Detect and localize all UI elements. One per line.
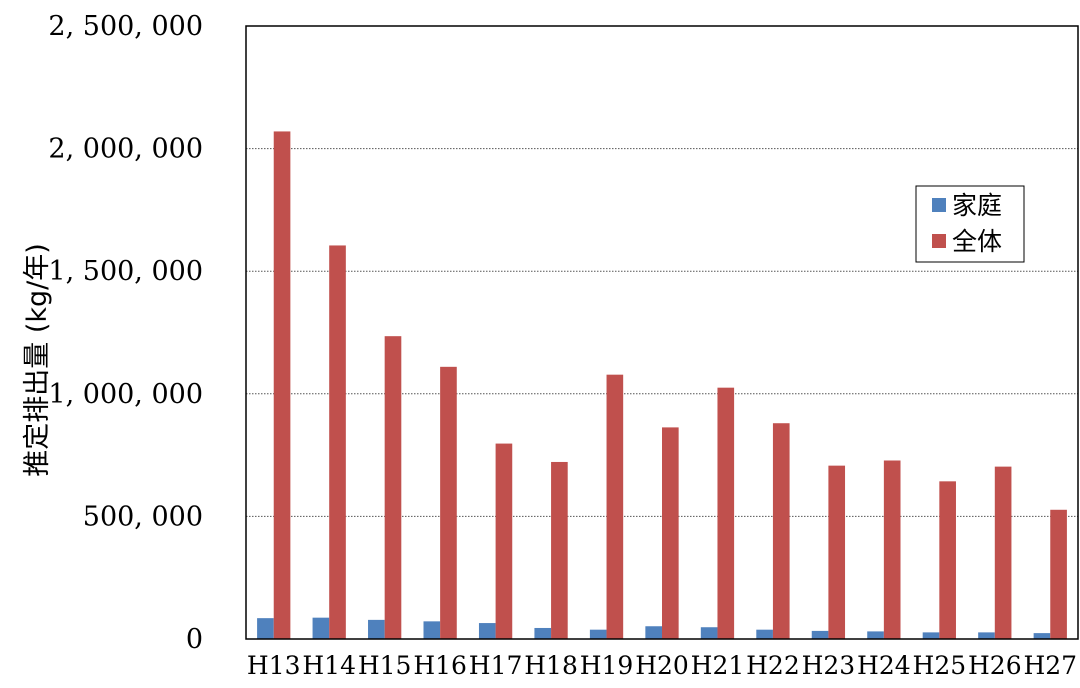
- y-tick-label: 1, 500, 000: [48, 256, 203, 287]
- bar-zentai: [384, 336, 402, 639]
- x-tick-label: H18: [524, 651, 578, 680]
- x-tick-label: H19: [580, 651, 634, 680]
- bar-katei: [756, 629, 773, 639]
- bar-katei: [368, 619, 385, 639]
- y-tick-label: 1, 000, 000: [48, 379, 203, 410]
- bar-katei: [700, 627, 718, 639]
- x-tick-label: H20: [635, 651, 689, 680]
- plot-area-border: [245, 25, 1079, 640]
- bar-zentai: [772, 423, 790, 639]
- bar-zentai: [329, 245, 346, 640]
- legend-label: 全体: [952, 227, 1002, 256]
- x-tick-label: H27: [1023, 651, 1077, 680]
- bar-katei: [534, 627, 552, 639]
- y-axis-ticks: 0 500, 000 1, 000, 000 1, 500, 000 2, 000, 0…: [48, 11, 203, 655]
- bar-katei: [312, 617, 330, 639]
- bar-zentai: [440, 366, 457, 639]
- bar-katei: [922, 632, 940, 639]
- bars: [257, 131, 1067, 640]
- x-tick-label: H22: [746, 651, 800, 680]
- bar-zentai: [939, 481, 956, 639]
- x-axis-ticks: H13 H14 H15 H16 H17 H18 H19 H20 H21 H22 H23 H24 H25 H…: [247, 651, 1077, 680]
- bar-zentai: [273, 131, 291, 639]
- bar-zentai: [1050, 509, 1067, 639]
- x-tick-label: H23: [802, 651, 856, 680]
- x-tick-label: H17: [469, 651, 523, 680]
- y-tick-label: 500, 000: [83, 501, 203, 532]
- x-tick-label: H25: [913, 651, 967, 680]
- bar-katei: [478, 623, 496, 639]
- y-tick-label: 0: [186, 624, 203, 655]
- bar-katei: [1033, 633, 1051, 639]
- bar-zentai: [662, 427, 679, 639]
- bar-katei: [978, 632, 995, 639]
- y-tick-label: 2, 000, 000: [48, 134, 203, 165]
- bar-zentai: [551, 461, 568, 639]
- x-tick-label: H16: [413, 651, 467, 680]
- bar-zentai: [717, 387, 735, 639]
- x-tick-label: H26: [968, 651, 1022, 680]
- legend-swatch: [932, 234, 946, 248]
- bar-katei: [645, 626, 662, 639]
- x-tick-label: H21: [691, 651, 745, 680]
- bar-katei: [867, 631, 884, 639]
- bar-zentai: [495, 443, 513, 639]
- x-tick-label: H14: [302, 651, 356, 680]
- bar-katei: [589, 629, 607, 639]
- bar-zentai: [883, 460, 901, 639]
- bar-zentai: [994, 466, 1012, 639]
- bar-katei: [811, 630, 829, 639]
- bar-katei: [257, 618, 274, 639]
- legend-label: 家庭: [952, 191, 1002, 220]
- y-axis-label: 推定排出量 (kg/年): [22, 243, 53, 477]
- bar-katei: [423, 621, 441, 639]
- legend-swatch: [932, 198, 946, 212]
- x-tick-label: H13: [247, 651, 301, 680]
- y-tick-label: 2, 500, 000: [48, 11, 203, 42]
- bar-zentai: [828, 465, 846, 639]
- x-tick-label: H24: [857, 651, 911, 680]
- x-tick-label: H15: [358, 651, 412, 680]
- bar-zentai: [606, 374, 624, 639]
